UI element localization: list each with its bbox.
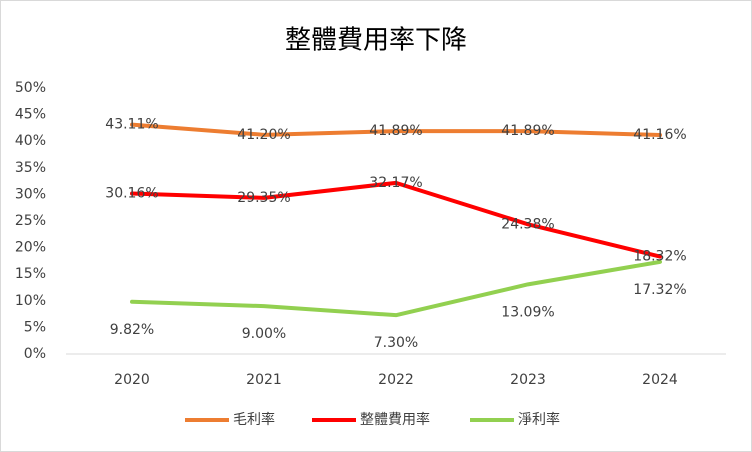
legend-label: 淨利率 (518, 411, 560, 428)
x-tick-label: 2023 (510, 372, 546, 388)
data-label: 7.30% (374, 335, 418, 351)
x-tick-label: 2020 (114, 372, 150, 388)
y-tick-label: 50% (15, 80, 46, 96)
data-label: 43.11% (105, 117, 158, 133)
data-label: 30.16% (105, 186, 158, 202)
y-tick-label: 0% (24, 346, 46, 362)
data-label: 32.17% (369, 175, 422, 191)
y-tick-label: 20% (15, 240, 46, 256)
data-label: 41.89% (501, 123, 554, 139)
series-line (130, 259, 662, 318)
y-tick-label: 35% (15, 160, 46, 176)
data-label: 41.20% (237, 127, 290, 143)
data-label: 13.09% (501, 304, 554, 320)
x-tick-label: 2024 (642, 372, 678, 388)
x-tick-label: 2022 (378, 372, 414, 388)
y-tick-label: 10% (15, 293, 46, 309)
data-label: 41.89% (369, 123, 422, 139)
y-tick-label: 5% (24, 319, 46, 335)
data-label: 9.82% (110, 322, 154, 338)
y-tick-label: 45% (15, 107, 46, 123)
legend-label: 整體費用率 (360, 411, 430, 428)
data-label: 17.32% (633, 282, 686, 298)
data-label: 29.35% (237, 190, 290, 206)
data-label: 41.16% (633, 127, 686, 143)
y-tick-label: 15% (15, 266, 46, 282)
y-tick-label: 40% (15, 133, 46, 149)
x-tick-label: 2021 (246, 372, 282, 388)
data-label: 18.32% (633, 249, 686, 265)
data-label: 24.38% (501, 216, 554, 232)
y-tick-label: 25% (15, 213, 46, 229)
data-label: 9.00% (242, 326, 286, 342)
chart-title: 整體費用率下降 (285, 26, 467, 56)
legend-label: 毛利率 (233, 411, 275, 428)
y-tick-label: 30% (15, 186, 46, 202)
series-line (130, 180, 662, 259)
series-line (130, 122, 662, 138)
